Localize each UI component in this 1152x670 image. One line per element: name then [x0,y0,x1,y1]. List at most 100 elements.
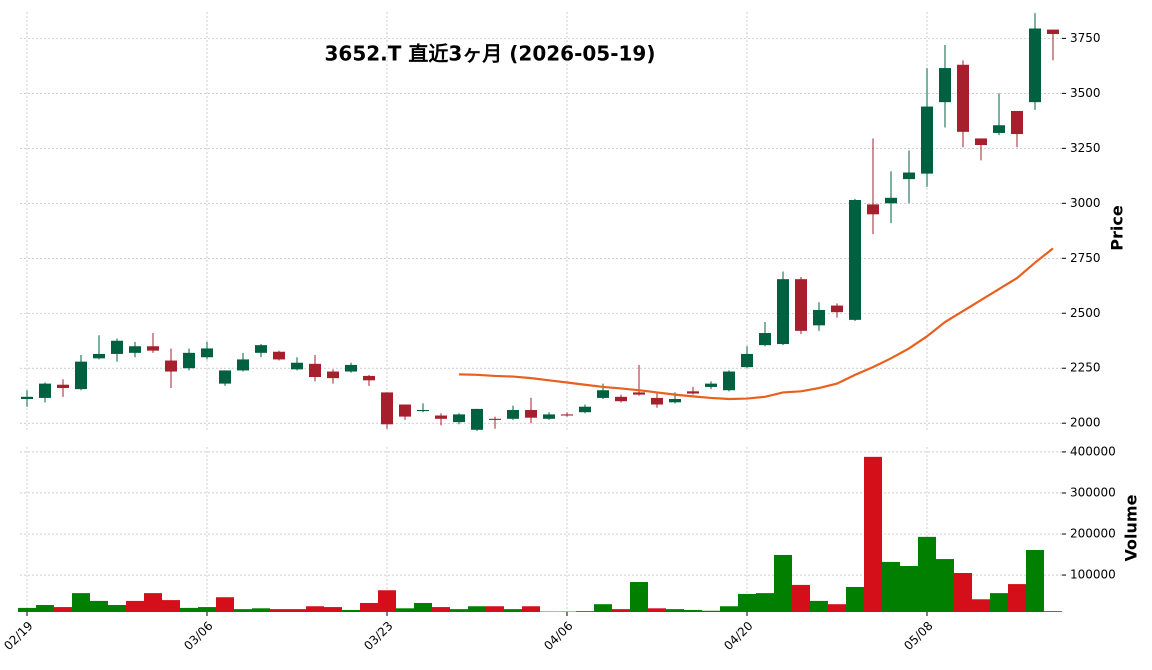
volume-bar [756,593,774,612]
volume-bar [234,609,252,612]
volume-bar [720,606,738,612]
y-tick-label: 2250 [1070,361,1101,375]
candle-body [111,340,123,354]
volume-bar [666,609,684,612]
volume-bar [54,607,72,612]
volume-bar [684,609,702,612]
volume-bar [450,609,468,612]
volume-bar [126,600,144,612]
y-tick-label: 2000 [1070,416,1101,430]
candle-body [183,352,195,369]
volume-bar [162,600,180,612]
y-tick-label: 3000 [1070,196,1101,210]
volume-bar [864,456,882,612]
candle-body [849,200,861,320]
volume-bar [936,559,954,612]
volume-bar [306,606,324,612]
y-tick-label: 3750 [1070,31,1101,45]
candle-body [615,396,627,402]
x-tick-label: 04/06 [541,619,575,653]
candle-body [219,370,231,384]
price-axis-label: Price [1108,205,1127,251]
candle-body [651,397,663,405]
candle-body [201,348,213,358]
volume-bar [882,561,900,612]
candle-body [885,197,897,204]
x-tick-label: 03/06 [181,619,215,653]
moving-average-line [458,247,1054,401]
y-tick-label: 300000 [1070,485,1116,499]
volume-bar [612,609,630,612]
volume-bar [90,600,108,612]
candle-body [93,353,105,359]
candle-body [1029,28,1041,103]
volume-bar [900,566,918,612]
volume-bar [216,597,234,612]
volume-bar [990,593,1008,612]
volume-bar [1008,584,1026,612]
candle-body [669,399,681,403]
candle-body [399,404,411,417]
candle-body [831,305,843,313]
candle-body [381,392,393,425]
volume-bar [774,554,792,612]
x-tick-label: 05/08 [901,619,935,653]
chart-title: 3652.T 直近3ヶ月 (2026-05-19) [325,42,656,66]
volume-bar [594,604,612,612]
volume-bar [18,607,36,612]
candle-body [543,414,555,419]
y-tick-label: 3500 [1070,86,1101,100]
volume-bar [486,606,504,612]
y-tick-label: 100000 [1070,568,1116,582]
candle-body [525,410,537,418]
volume-bar [504,609,522,612]
y-tick-label: 200000 [1070,527,1116,541]
candle-body [597,390,609,398]
candle-body [561,414,573,416]
volume-bar [108,605,126,612]
candle-body [921,106,933,174]
volume-bar [198,607,216,612]
candle-body [327,371,339,379]
candle-body [273,351,285,360]
candle-body [345,364,357,372]
candle-body [309,363,321,378]
candle-body [903,172,915,180]
volume-bar [144,593,162,612]
candle-body [777,279,789,345]
volume-bar [252,608,270,612]
volume-bar [792,584,810,612]
candle-body [687,391,699,394]
volume-bar [360,602,378,612]
volume-bar [738,593,756,612]
candle-body [165,360,177,372]
x-tick-label: 04/20 [721,619,755,653]
y-tick-label: 400000 [1070,444,1116,458]
candle-body [453,414,465,423]
candle-body [759,333,771,346]
candle-body [867,204,879,215]
candle-body [741,353,753,368]
x-tick-label: 03/23 [361,619,395,653]
volume-bar [846,586,864,612]
volume-bar [702,610,720,612]
candle-body [75,361,87,390]
x-tick-label: 02/19 [1,619,35,653]
candle-body [723,371,735,391]
candle-body [21,396,33,400]
volume-bar [828,604,846,612]
candle-body [579,406,591,413]
volume-axis-label: Volume [1122,494,1141,561]
candle-body [507,410,519,419]
volume-bar [972,599,990,612]
candle-body [57,384,69,389]
volume-bar [1026,550,1044,612]
candle-body [957,64,969,132]
candle-body [795,279,807,331]
candle-body [939,68,951,103]
volume-bar [396,608,414,612]
candle-body [129,346,141,353]
candle-body [237,359,249,371]
y-tick-label: 2500 [1070,306,1101,320]
